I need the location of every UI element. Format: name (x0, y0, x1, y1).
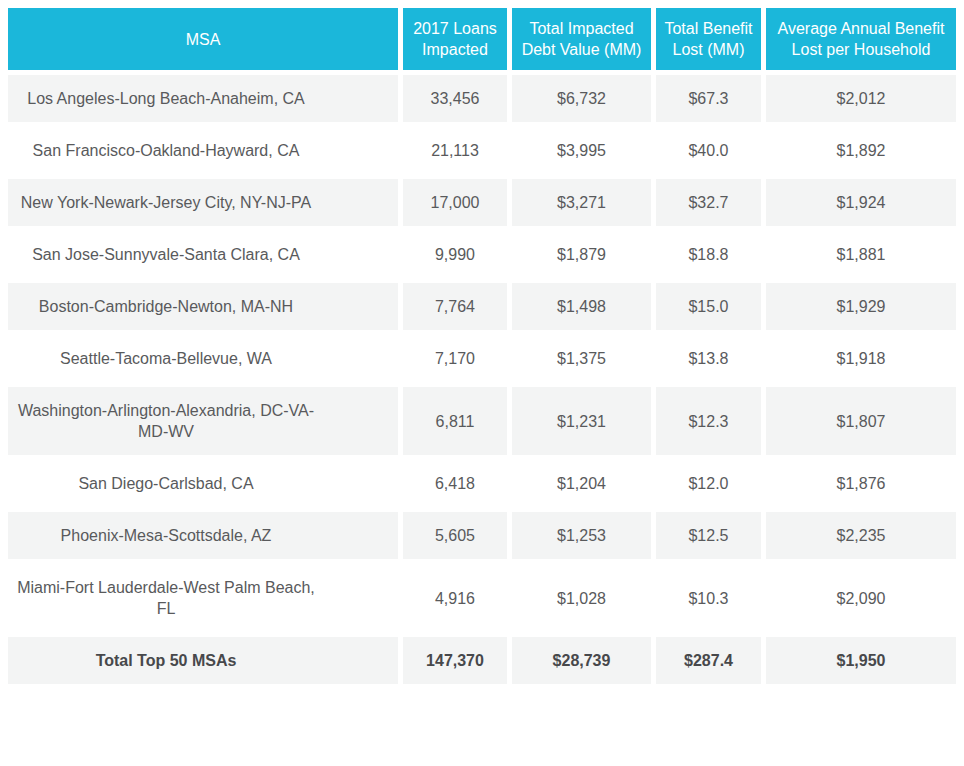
avg-cell: $2,012 (766, 75, 956, 122)
loans-cell: 6,418 (403, 460, 507, 507)
debt-cell: $1,375 (512, 335, 651, 382)
table-row: Phoenix-Mesa-Scottsdale, AZ 5,605$1,253$1… (8, 512, 956, 559)
msa-name: New York-Newark-Jersey City, NY-NJ-PA (16, 192, 316, 213)
msa-impact-table: MSA 2017 Loans Impacted Total Impacted D… (3, 3, 961, 689)
table-row: Seattle-Tacoma-Bellevue, WA7,170$1,375$1… (8, 335, 956, 382)
avg-cell: $1,807 (766, 387, 956, 455)
debt-cell: $6,732 (512, 75, 651, 122)
benefit-cell: $12.5 (656, 512, 761, 559)
msa-name: San Diego-Carlsbad, CA (16, 473, 316, 494)
benefit-lost-column-header: Total Benefit Lost (MM) (656, 8, 761, 70)
msa-name: Miami-Fort Lauderdale-West Palm Beach, F… (16, 577, 316, 619)
loans-cell: 9,990 (403, 231, 507, 278)
avg-benefit-column-header: Average Annual Benefit Lost per Househol… (766, 8, 956, 70)
loans-cell: 7,764 (403, 283, 507, 330)
msa-cell: Boston-Cambridge-Newton, MA-NH (8, 283, 398, 330)
msa-cell: New York-Newark-Jersey City, NY-NJ-PA (8, 179, 398, 226)
loans-cell: 5,605 (403, 512, 507, 559)
total-row: Total Top 50 MSAs 147,370$28,739$287.4$1,… (8, 637, 956, 684)
table-body: Los Angeles-Long Beach-Anaheim, CA 33,456… (8, 75, 956, 684)
loans-impacted-column-header: 2017 Loans Impacted (403, 8, 507, 70)
debt-cell: $1,879 (512, 231, 651, 278)
msa-name: Phoenix-Mesa-Scottsdale, AZ (16, 525, 316, 546)
table-row: Miami-Fort Lauderdale-West Palm Beach, F… (8, 564, 956, 632)
debt-value-column-header: Total Impacted Debt Value (MM) (512, 8, 651, 70)
msa-cell: San Jose-Sunnyvale-Santa Clara, CA (8, 231, 398, 278)
avg-cell: $1,876 (766, 460, 956, 507)
benefit-cell: $15.0 (656, 283, 761, 330)
debt-cell: $1,204 (512, 460, 651, 507)
total-label: Total Top 50 MSAs (16, 650, 316, 671)
debt-cell: $1,028 (512, 564, 651, 632)
benefit-cell: $32.7 (656, 179, 761, 226)
avg-cell: $1,892 (766, 127, 956, 174)
avg-cell: $1,929 (766, 283, 956, 330)
benefit-cell: $67.3 (656, 75, 761, 122)
debt-cell: $1,498 (512, 283, 651, 330)
msa-cell: San Francisco-Oakland-Hayward, CA (8, 127, 398, 174)
table-row: New York-Newark-Jersey City, NY-NJ-PA 17,… (8, 179, 956, 226)
table-header: MSA 2017 Loans Impacted Total Impacted D… (8, 8, 956, 70)
benefit-cell: $18.8 (656, 231, 761, 278)
msa-cell: San Diego-Carlsbad, CA (8, 460, 398, 507)
avg-cell: $1,881 (766, 231, 956, 278)
table-row: Washington-Arlington-Alexandria, DC-VA-M… (8, 387, 956, 455)
msa-name: San Jose-Sunnyvale-Santa Clara, CA (16, 244, 316, 265)
msa-cell: Total Top 50 MSAs (8, 637, 398, 684)
msa-name: Seattle-Tacoma-Bellevue, WA (16, 348, 316, 369)
header-row: MSA 2017 Loans Impacted Total Impacted D… (8, 8, 956, 70)
benefit-cell: $13.8 (656, 335, 761, 382)
benefit-cell: $12.0 (656, 460, 761, 507)
debt-cell: $1,231 (512, 387, 651, 455)
loans-cell: 17,000 (403, 179, 507, 226)
msa-name: Los Angeles-Long Beach-Anaheim, CA (16, 88, 316, 109)
msa-name: Boston-Cambridge-Newton, MA-NH (16, 296, 316, 317)
benefit-cell: $287.4 (656, 637, 761, 684)
table-row: Los Angeles-Long Beach-Anaheim, CA 33,456… (8, 75, 956, 122)
avg-cell: $1,950 (766, 637, 956, 684)
msa-name: San Francisco-Oakland-Hayward, CA (16, 140, 316, 161)
loans-cell: 21,113 (403, 127, 507, 174)
loans-cell: 147,370 (403, 637, 507, 684)
avg-cell: $1,918 (766, 335, 956, 382)
msa-cell: Washington-Arlington-Alexandria, DC-VA-M… (8, 387, 398, 455)
avg-cell: $2,090 (766, 564, 956, 632)
loans-cell: 33,456 (403, 75, 507, 122)
loans-cell: 4,916 (403, 564, 507, 632)
benefit-cell: $40.0 (656, 127, 761, 174)
msa-cell: Los Angeles-Long Beach-Anaheim, CA (8, 75, 398, 122)
debt-cell: $3,271 (512, 179, 651, 226)
msa-cell: Phoenix-Mesa-Scottsdale, AZ (8, 512, 398, 559)
debt-cell: $1,253 (512, 512, 651, 559)
loans-cell: 6,811 (403, 387, 507, 455)
msa-column-header: MSA (8, 8, 398, 70)
debt-cell: $3,995 (512, 127, 651, 174)
msa-cell: Seattle-Tacoma-Bellevue, WA (8, 335, 398, 382)
msa-name: Washington-Arlington-Alexandria, DC-VA-M… (16, 400, 316, 442)
benefit-cell: $10.3 (656, 564, 761, 632)
table-row: San Francisco-Oakland-Hayward, CA21,113$… (8, 127, 956, 174)
loans-cell: 7,170 (403, 335, 507, 382)
avg-cell: $1,924 (766, 179, 956, 226)
avg-cell: $2,235 (766, 512, 956, 559)
report-table-page: MSA 2017 Loans Impacted Total Impacted D… (0, 0, 964, 766)
table-row: San Jose-Sunnyvale-Santa Clara, CA9,990$… (8, 231, 956, 278)
msa-cell: Miami-Fort Lauderdale-West Palm Beach, F… (8, 564, 398, 632)
debt-cell: $28,739 (512, 637, 651, 684)
benefit-cell: $12.3 (656, 387, 761, 455)
table-row: San Diego-Carlsbad, CA 6,418$1,204$12.0$1… (8, 460, 956, 507)
table-row: Boston-Cambridge-Newton, MA-NH 7,764$1,49… (8, 283, 956, 330)
